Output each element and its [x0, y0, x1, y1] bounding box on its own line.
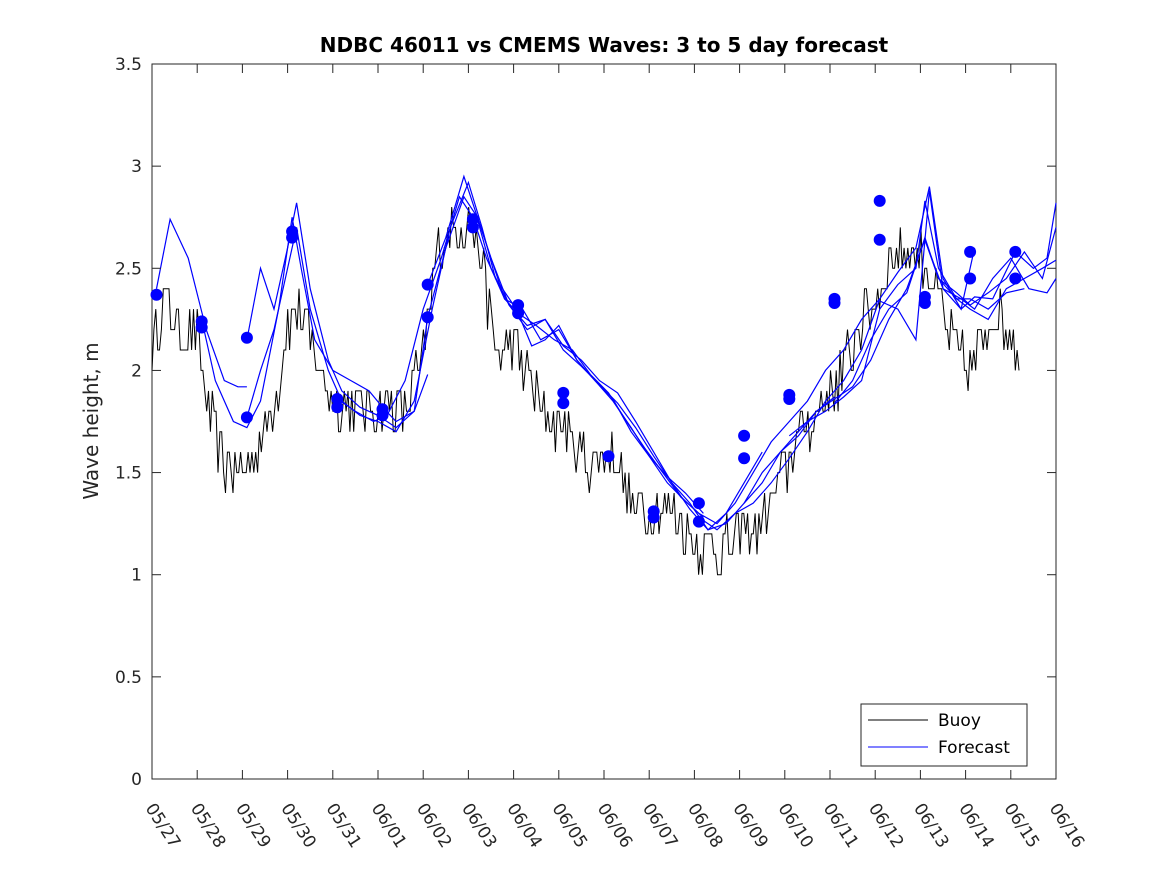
y-tick-label: 0.5: [115, 668, 142, 688]
y-tick-label: 1: [131, 566, 142, 586]
y-tick-label: 2.5: [115, 259, 142, 279]
y-tick-label: 3: [131, 157, 142, 177]
forecast-line-2: [201, 217, 383, 429]
forecast-marker: [557, 386, 570, 399]
y-tick-label: 1.5: [115, 464, 142, 484]
forecast-line-7: [427, 174, 763, 531]
forecast-marker: [692, 497, 705, 510]
forecast-line-3: [246, 202, 429, 429]
forecast-marker: [150, 288, 163, 301]
x-tick-label: 06/14: [954, 800, 997, 852]
y-tick-label: 2: [131, 361, 142, 381]
x-tick-label: 06/07: [638, 800, 681, 852]
forecast-marker: [964, 272, 977, 285]
forecast-line-10: [698, 186, 976, 531]
x-tick-label: 05/30: [276, 800, 319, 852]
chart-title: NDBC 46011 vs CMEMS Waves: 3 to 5 day fo…: [320, 33, 889, 57]
buoy-series-layer: [151, 206, 1020, 576]
forecast-marker: [783, 393, 796, 405]
x-tick-label: 06/11: [819, 800, 862, 852]
forecast-marker: [692, 515, 705, 528]
x-tick-label: 05/27: [141, 800, 184, 852]
x-tick-label: 05/28: [186, 800, 229, 852]
x-tick-label: 06/12: [864, 800, 907, 852]
x-tick-label: 06/01: [367, 800, 410, 852]
forecast-line-14: [879, 190, 1057, 342]
forecast-line-13: [834, 227, 1057, 404]
forecast-marker: [918, 297, 931, 309]
x-tick-label: 06/16: [1045, 800, 1088, 852]
plot-area: [151, 63, 1057, 780]
forecast-marker: [873, 194, 886, 207]
x-tick-label: 05/31: [322, 800, 365, 852]
forecast-marker: [331, 393, 344, 405]
forecast-marker: [195, 321, 208, 334]
x-tick-label: 05/29: [231, 800, 274, 852]
forecast-line-6: [382, 195, 704, 518]
forecast-marker-layer: [150, 194, 1022, 528]
forecast-line-15: [924, 239, 1057, 310]
forecast-marker: [964, 245, 977, 258]
y-tick-label: 3.5: [115, 55, 142, 75]
forecast-marker: [466, 221, 479, 234]
forecast-marker: [828, 297, 841, 309]
x-tick-label: 06/02: [412, 800, 455, 852]
x-tick-label: 06/09: [728, 800, 771, 852]
forecast-marker: [331, 401, 344, 414]
forecast-marker: [240, 331, 253, 344]
forecast-marker: [557, 397, 570, 410]
x-tick-label: 06/15: [1000, 800, 1043, 852]
forecast-marker: [376, 409, 389, 422]
forecast-marker: [1009, 272, 1022, 285]
legend-buoy-label: Buoy: [938, 711, 981, 731]
forecast-marker: [1009, 245, 1022, 258]
forecast-line-9: [517, 298, 881, 525]
y-tick-label: 0: [131, 770, 142, 790]
forecast-line-11: [743, 237, 1025, 504]
forecast-marker: [421, 278, 434, 291]
forecast-marker: [240, 411, 253, 424]
y-axis: 0 0.5 1 1.5 2 2.5 3 3.5: [115, 55, 1056, 790]
x-tick-label: 06/10: [774, 800, 817, 852]
x-tick-label: 06/03: [457, 800, 500, 852]
forecast-marker: [512, 307, 525, 320]
x-tick-label: 06/13: [909, 800, 952, 852]
buoy-line: [151, 206, 1020, 576]
x-tick-label: 06/06: [593, 800, 636, 852]
legend-forecast-label: Forecast: [938, 738, 1010, 758]
forecast-marker: [421, 311, 434, 324]
legend-box: [860, 703, 1028, 767]
x-tick-label: 06/05: [548, 800, 591, 852]
forecast-marker: [647, 511, 660, 524]
y-axis-label: Wave height, m: [79, 342, 103, 499]
x-tick-label: 06/08: [683, 800, 726, 852]
forecast-marker: [738, 452, 751, 465]
x-tick-label: 06/04: [502, 800, 545, 852]
legend: Buoy Forecast: [860, 703, 1028, 767]
forecast-marker: [286, 231, 299, 244]
forecast-marker: [738, 429, 751, 442]
forecast-marker: [873, 233, 886, 246]
forecast-marker: [602, 450, 615, 463]
forecast-line-12: [788, 200, 1057, 437]
